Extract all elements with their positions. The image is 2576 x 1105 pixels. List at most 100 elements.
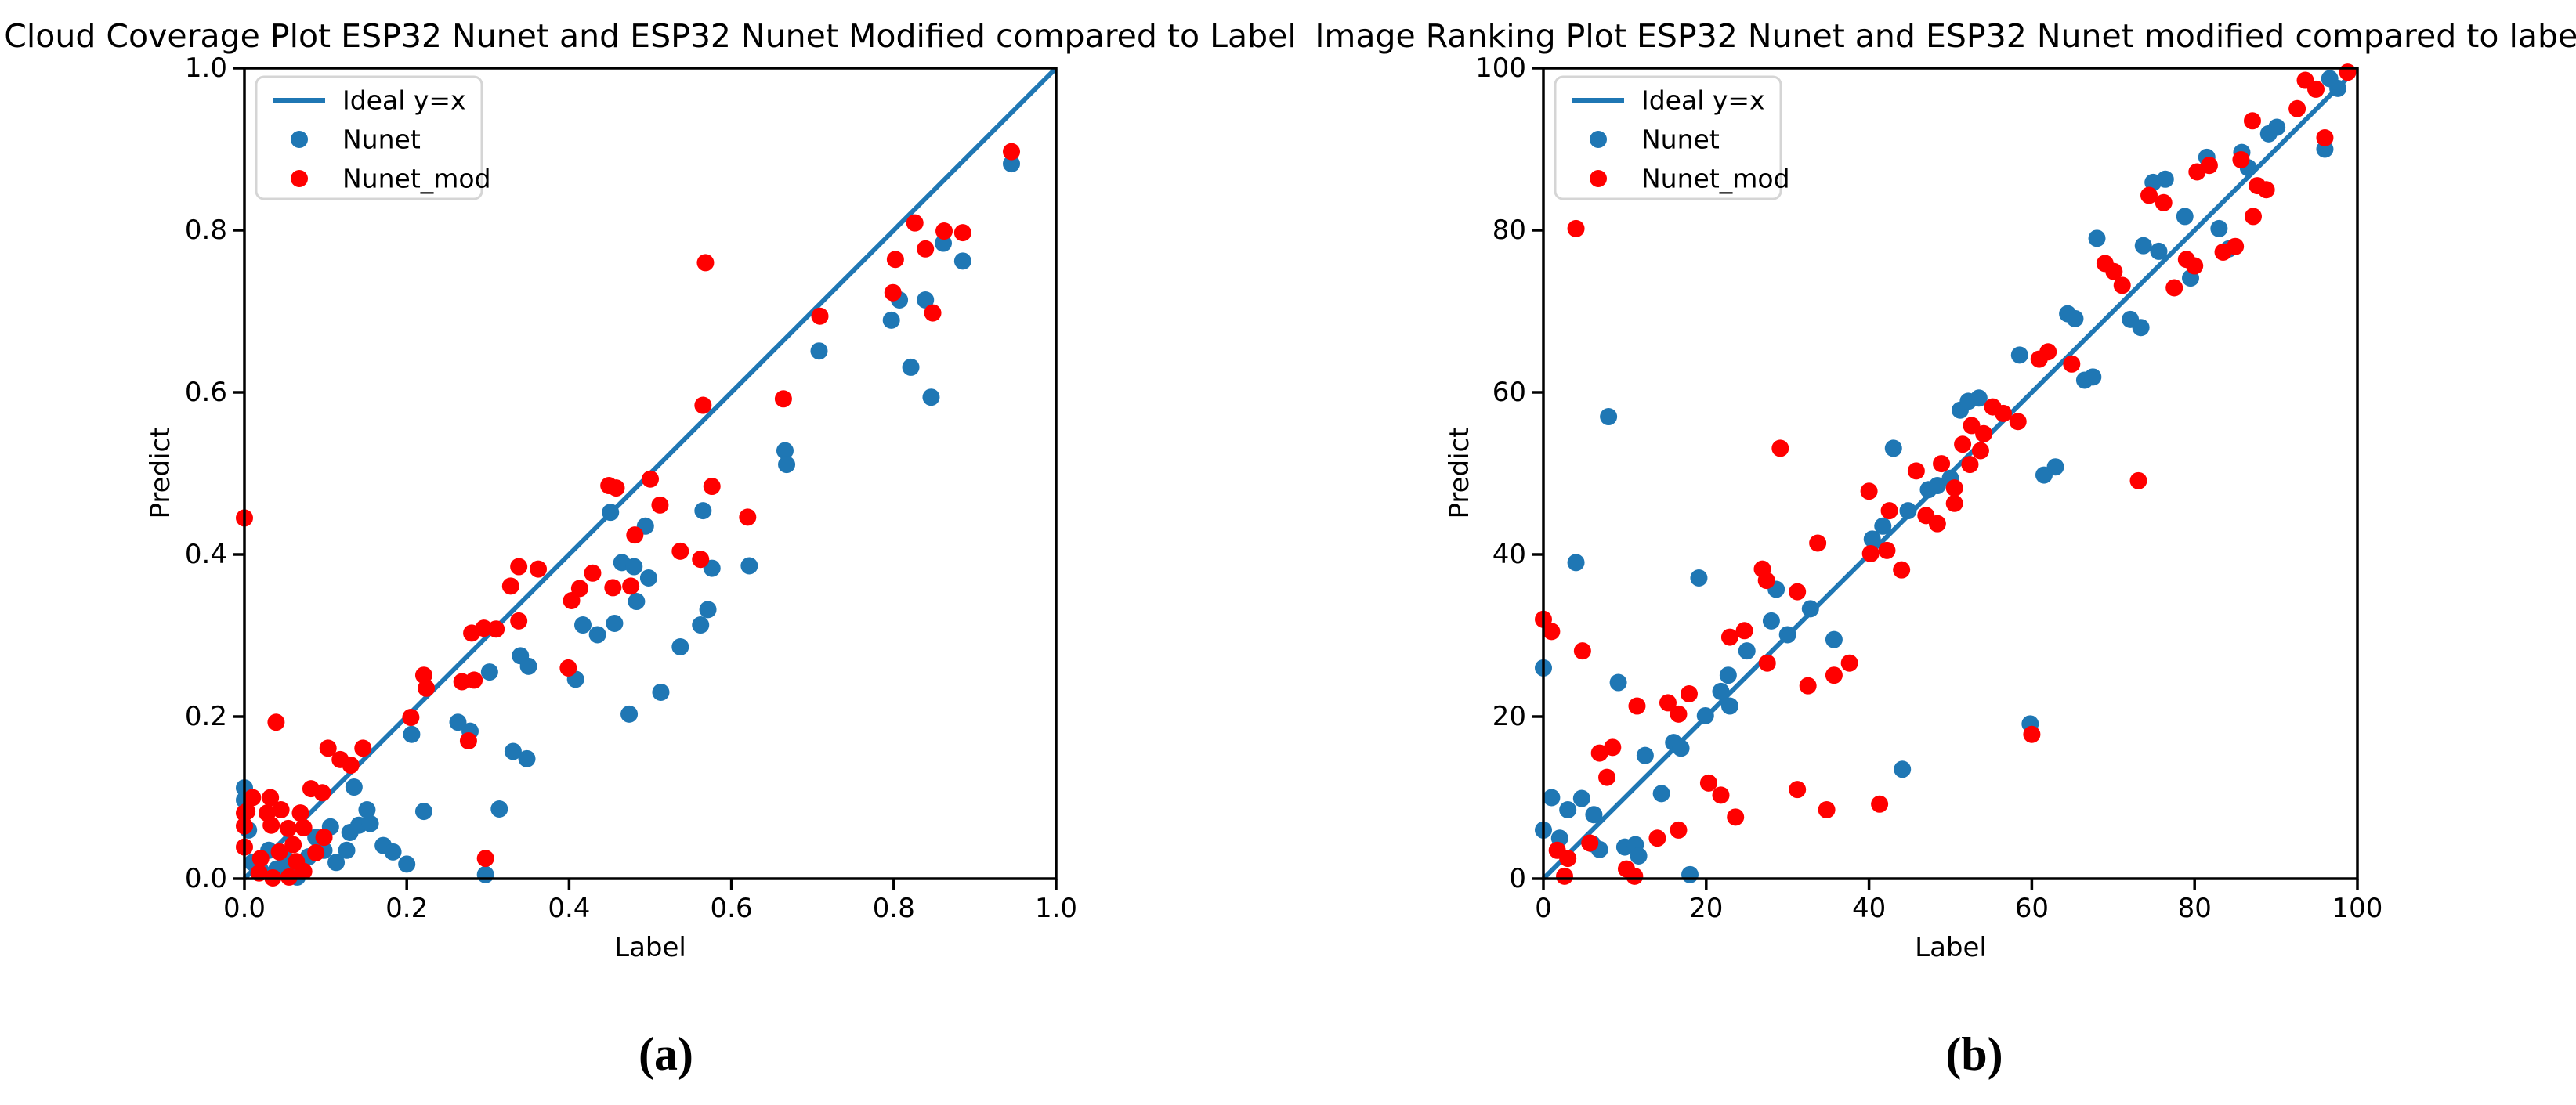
data-point-nunet_mod — [584, 564, 602, 582]
data-point-nunet_mod — [267, 713, 285, 731]
series-nunet — [1535, 70, 2347, 883]
x-tick-label: 1.0 — [1035, 893, 1077, 924]
y-tick-label: 100 — [1475, 52, 1526, 84]
data-point-nunet_mod — [1945, 494, 1963, 512]
data-point-nunet_mod — [262, 789, 280, 807]
scatter-plot-a: 0.0 0.2 0.4 0.6 0.8 1.0 0.0 0.2 0.4 0.6 0.8 1.0 Idea… — [185, 52, 1077, 924]
data-point-nunet_mod — [2113, 276, 2131, 294]
data-point-nunet — [1738, 642, 1756, 660]
legend-label: Nunet_mod — [342, 164, 491, 194]
data-point-nunet_mod — [604, 579, 622, 597]
data-point-nunet_mod — [1626, 867, 1644, 885]
legend-dot-sample — [1590, 131, 1607, 148]
data-point-nunet — [490, 800, 508, 818]
x-tick-label: 0.0 — [223, 893, 266, 924]
data-point-nunet_mod — [1971, 442, 1989, 460]
data-point-nunet — [1600, 408, 1618, 426]
data-point-nunet — [692, 616, 710, 634]
data-point-nunet — [1567, 554, 1585, 572]
data-point-nunet_mod — [1556, 867, 1574, 885]
data-point-nunet_mod — [692, 551, 710, 569]
data-point-nunet — [518, 749, 536, 767]
legend-dot-sample — [1590, 170, 1607, 187]
data-point-nunet_mod — [2009, 413, 2027, 431]
data-point-nunet — [639, 569, 657, 587]
data-point-nunet — [338, 841, 356, 859]
data-point-nunet — [2268, 118, 2286, 136]
data-point-nunet_mod — [270, 843, 288, 861]
data-point-nunet_mod — [2200, 157, 2218, 175]
series-nunet — [236, 155, 1021, 886]
x-tick-label: 0.8 — [873, 893, 915, 924]
series-nunet_mod — [236, 143, 1021, 887]
data-point-nunet — [1672, 739, 1690, 757]
data-point-nunet — [1690, 569, 1708, 587]
data-point-nunet — [628, 593, 646, 611]
data-point-nunet_mod — [1659, 694, 1677, 712]
data-point-nunet_mod — [487, 620, 505, 638]
chart-b-title: Image Ranking Plot ESP32 Nunet and ESP32… — [1315, 17, 2576, 55]
data-point-nunet — [414, 803, 432, 821]
data-point-nunet_mod — [1928, 515, 1946, 533]
data-point-nunet — [2088, 229, 2106, 247]
chart-a-title: Cloud Coverage Plot ESP32 Nunet and ESP3… — [4, 17, 1297, 55]
data-point-nunet — [1609, 673, 1627, 692]
data-point-nunet_mod — [1880, 502, 1898, 520]
data-point-nunet_mod — [1720, 628, 1738, 646]
data-point-nunet — [2150, 242, 2168, 260]
data-point-nunet — [1874, 517, 1892, 535]
data-point-nunet — [1630, 847, 1648, 865]
data-point-nunet — [1825, 630, 1843, 648]
y-tick-label: 0.4 — [185, 539, 227, 570]
data-point-nunet — [1636, 746, 1654, 764]
data-point-nunet_mod — [354, 739, 372, 757]
data-point-nunet_mod — [2165, 279, 2183, 297]
data-point-nunet — [1712, 682, 1730, 700]
data-point-nunet — [1970, 389, 1988, 407]
data-point-nunet_mod — [279, 819, 297, 837]
series-nunet_mod — [1535, 63, 2357, 885]
y-tick-label: 60 — [1492, 377, 1526, 408]
data-point-nunet — [398, 855, 416, 873]
legend-label: Ideal y=x — [342, 85, 466, 116]
data-point-nunet — [2329, 79, 2347, 97]
chart-b-xlabel: Label — [1915, 932, 1987, 963]
data-point-nunet — [504, 742, 522, 760]
data-point-nunet_mod — [1757, 572, 1775, 590]
data-point-nunet_mod — [1604, 738, 1622, 757]
data-point-nunet_mod — [238, 803, 256, 821]
data-point-nunet_mod — [1628, 697, 1646, 715]
chart-a-xlabel: Label — [614, 932, 686, 963]
data-point-nunet_mod — [2140, 186, 2158, 204]
data-point-nunet — [1003, 155, 1021, 173]
legend-label: Nunet — [1641, 125, 1720, 155]
y-tick-label: 80 — [1492, 215, 1526, 246]
data-point-nunet — [2084, 368, 2102, 386]
data-point-nunet — [2134, 237, 2152, 255]
data-point-nunet_mod — [1735, 622, 1753, 640]
data-point-nunet_mod — [1907, 462, 1925, 480]
data-point-nunet — [778, 456, 796, 474]
data-point-nunet_mod — [626, 526, 644, 544]
data-point-nunet_mod — [414, 666, 432, 684]
data-point-nunet_mod — [906, 214, 924, 232]
data-point-nunet — [776, 442, 794, 460]
data-point-nunet_mod — [563, 591, 581, 609]
legend-dot-sample — [291, 170, 308, 187]
data-point-nunet — [922, 388, 940, 406]
data-point-nunet — [740, 557, 758, 575]
data-point-nunet — [2046, 458, 2064, 476]
data-point-nunet_mod — [607, 479, 625, 497]
data-point-nunet_mod — [696, 254, 715, 272]
y-tick-label: 0 — [1509, 863, 1526, 894]
x-tick-label: 0 — [1535, 893, 1552, 924]
data-point-nunet_mod — [1975, 424, 1993, 442]
data-point-nunet — [1572, 789, 1590, 807]
data-point-nunet_mod — [1590, 744, 1608, 762]
data-point-nunet_mod — [1670, 821, 1688, 839]
data-point-nunet_mod — [501, 577, 519, 595]
chart-b-caption: (b) — [1945, 1028, 2003, 1080]
data-point-nunet — [902, 358, 920, 376]
data-point-nunet_mod — [1581, 834, 1599, 852]
data-point-nunet_mod — [2155, 193, 2173, 211]
